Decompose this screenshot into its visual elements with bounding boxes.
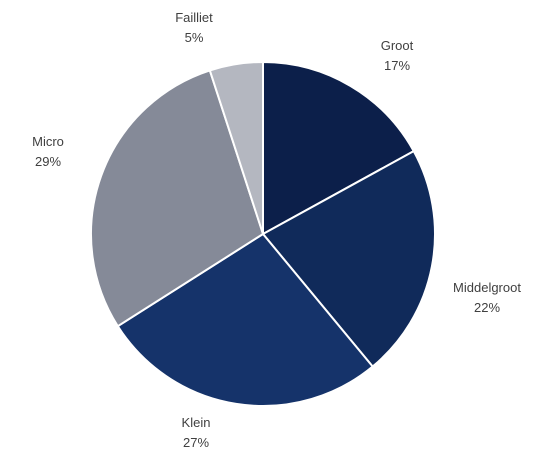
slice-value-middelgroot: 22% <box>474 300 500 315</box>
pie-slice-failliet <box>208 61 264 235</box>
pie-slice-middelgroot <box>262 150 436 368</box>
slice-label-failliet: Failliet <box>175 10 213 25</box>
slice-label-groot: Groot <box>381 38 414 53</box>
pie-labels: Groot 17% Middelgroot 22% Klein 27% Micro 29% Fa… <box>32 10 521 450</box>
slice-value-groot: 17% <box>384 58 410 73</box>
pie-slice-groot <box>262 61 415 235</box>
slice-label-klein: Klein <box>182 415 211 430</box>
slice-value-klein: 27% <box>183 435 209 450</box>
pie-slices <box>90 61 436 407</box>
pie-slice-klein <box>116 233 374 407</box>
slice-label-micro: Micro <box>32 134 64 149</box>
slice-label-middelgroot: Middelgroot <box>453 280 521 295</box>
slice-value-micro: 29% <box>35 154 61 169</box>
slice-value-failliet: 5% <box>185 30 204 45</box>
pie-slice-micro <box>90 69 264 328</box>
